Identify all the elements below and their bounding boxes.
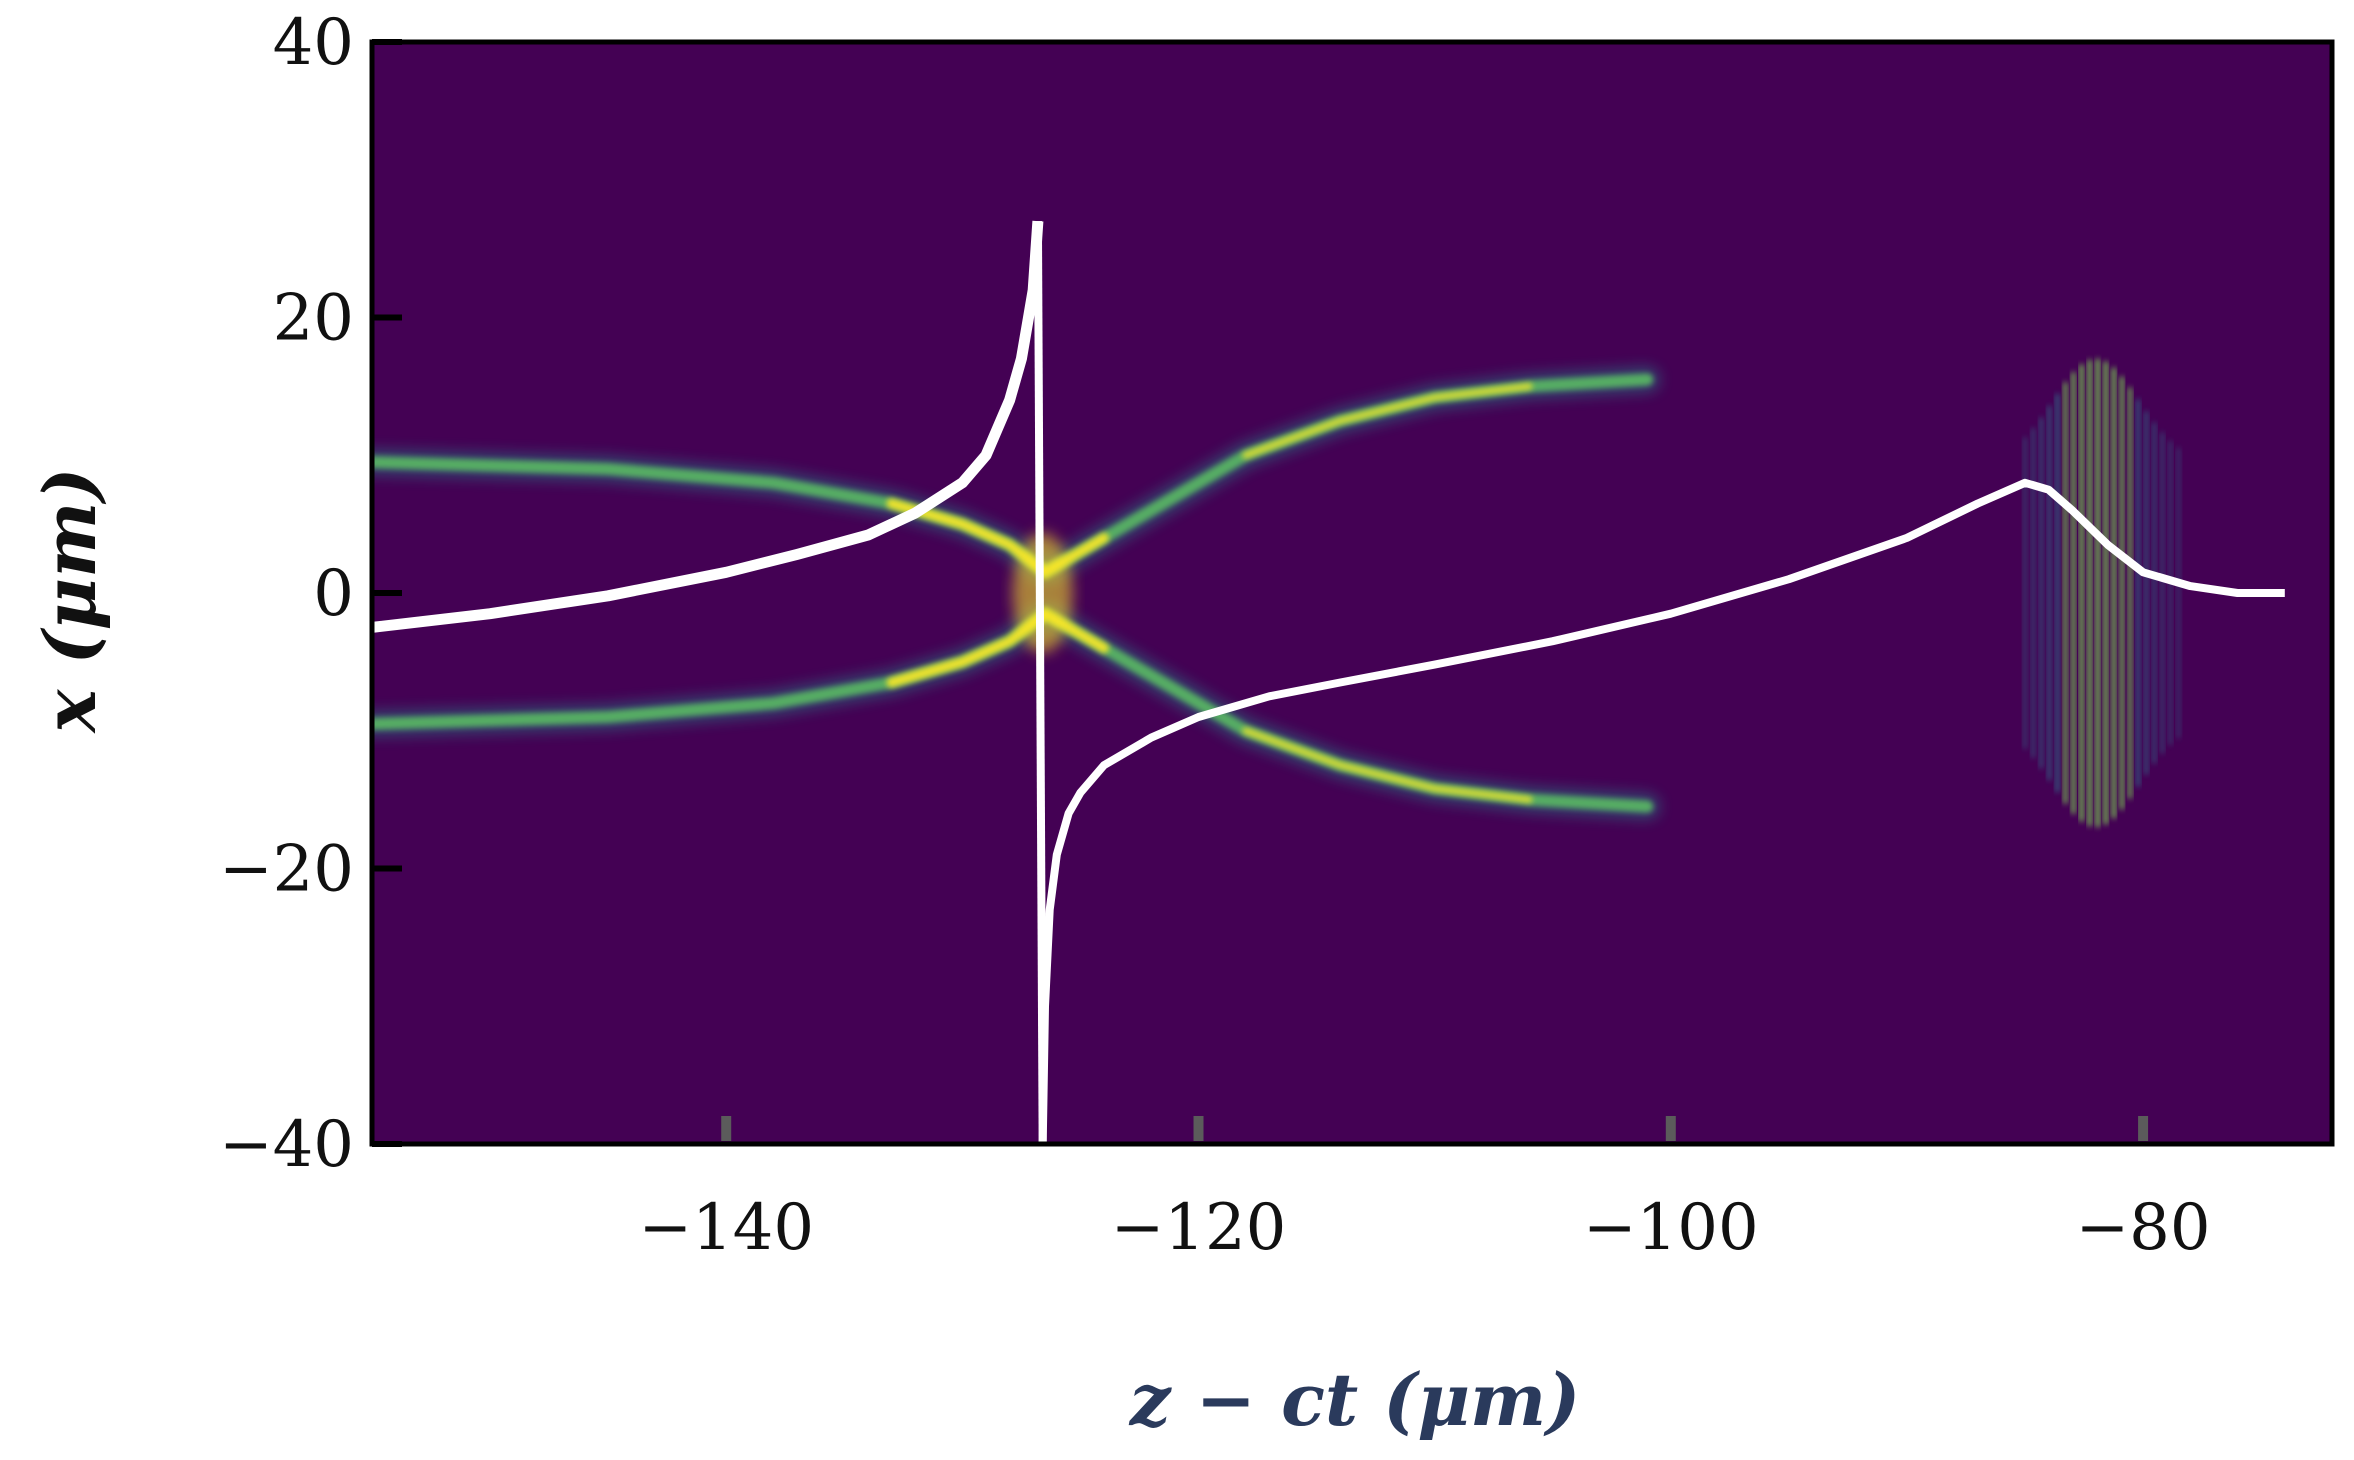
y-tick-label: 20 bbox=[273, 282, 354, 356]
laser-fringe bbox=[2022, 437, 2028, 749]
laser-fringe bbox=[2095, 358, 2101, 828]
y-axis-ticks: −40 −20 0 20 40 bbox=[219, 6, 402, 1182]
laser-fringe bbox=[2127, 387, 2133, 799]
white-line-series bbox=[372, 220, 2285, 1144]
laser-fringe bbox=[2167, 440, 2173, 746]
white-line-right-branch bbox=[1038, 478, 2285, 1144]
y-tick-label: 0 bbox=[313, 557, 354, 631]
laser-fringe bbox=[2151, 422, 2157, 764]
laser-fringe bbox=[2062, 382, 2068, 804]
laser-fringe bbox=[2087, 359, 2093, 827]
laser-fringe bbox=[2111, 367, 2117, 819]
plot-area bbox=[372, 42, 2332, 1144]
y-tick-label: 40 bbox=[273, 6, 354, 80]
laser-fringe bbox=[2159, 432, 2165, 754]
x-axis-label: z − ct (μm) bbox=[1128, 1357, 1581, 1442]
laser-fringe bbox=[2054, 393, 2060, 793]
laser-fringe bbox=[2079, 364, 2085, 822]
laser-fringe bbox=[2038, 417, 2044, 769]
laser-fringe bbox=[2176, 447, 2182, 739]
laser-fringe bbox=[2119, 376, 2125, 810]
laser-fringe bbox=[2070, 372, 2076, 814]
lower-density-branch-arm bbox=[1242, 727, 1533, 804]
x-tick-label: −100 bbox=[1583, 1191, 1759, 1265]
laser-fringe bbox=[2030, 428, 2036, 758]
laser-pulse bbox=[2022, 358, 2182, 828]
laser-fringe bbox=[2143, 411, 2149, 775]
x-tick-label: −80 bbox=[2076, 1191, 2211, 1265]
laser-fringe bbox=[2103, 361, 2109, 825]
density-layer bbox=[372, 366, 1661, 820]
white-line-left-branch bbox=[372, 220, 1044, 633]
y-tick-label: −40 bbox=[219, 1108, 354, 1182]
laser-fringe bbox=[2046, 405, 2052, 781]
laser-fringe bbox=[2135, 399, 2141, 787]
x-tick-label: −140 bbox=[638, 1191, 814, 1265]
y-tick-label: −20 bbox=[219, 833, 354, 907]
x-tick-label: −120 bbox=[1111, 1191, 1287, 1265]
x-axis-ticks: −140 −120 −100 −80 bbox=[638, 1116, 2211, 1265]
upper-density-branch-arm bbox=[1242, 382, 1533, 459]
y-axis-label: x (μm) bbox=[27, 467, 112, 734]
